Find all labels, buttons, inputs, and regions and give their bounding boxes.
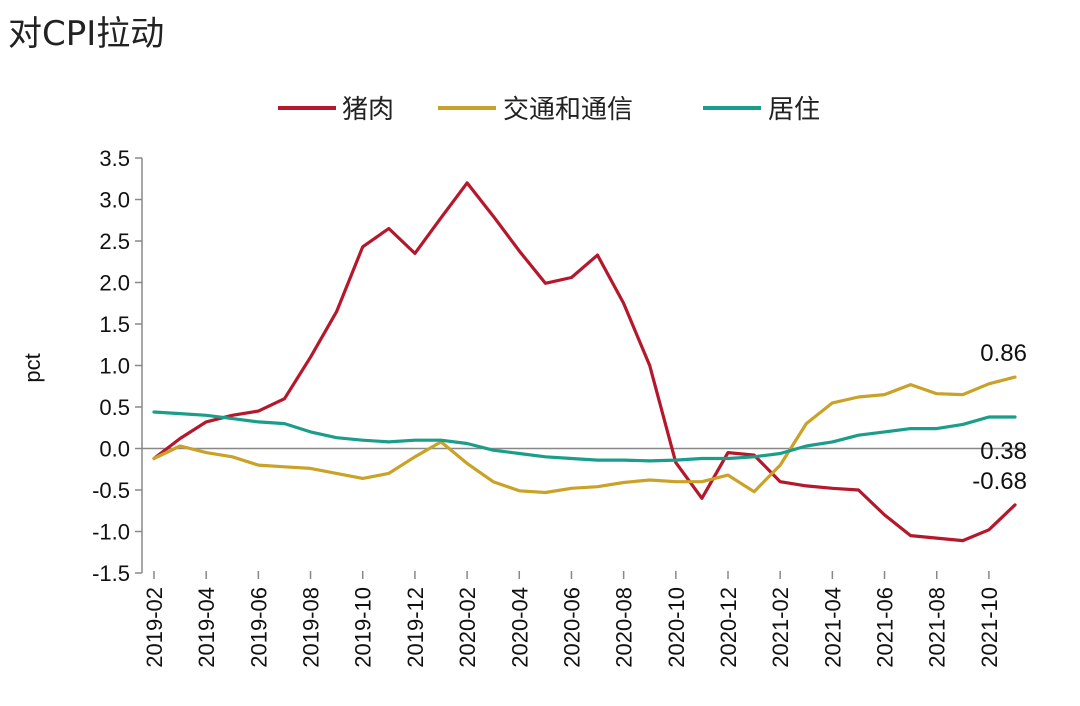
y-tick-label: 2.5	[99, 229, 130, 254]
x-tick-label: 2020-12	[716, 587, 741, 668]
y-tick-label: -1.5	[92, 561, 130, 586]
y-tick-label: 1.5	[99, 312, 130, 337]
series-line-1	[152, 375, 1017, 495]
x-tick-label: 2019-08	[299, 587, 324, 668]
x-tick-label: 2020-02	[455, 587, 480, 668]
x-tick-label: 2019-04	[194, 587, 219, 668]
x-tick-label: 2021-04	[820, 587, 845, 668]
legend-label-2: 居住	[768, 95, 820, 125]
x-axis: 2019-02 2019-04 2019-06 2019-08 2019-10 2019-…	[142, 447, 1022, 668]
end-label-0: 0.86	[980, 340, 1027, 367]
legend: 猪肉 交通和通信 居住	[278, 95, 820, 125]
series-lines	[152, 181, 1017, 543]
y-tick-label: -1.0	[92, 520, 130, 545]
legend-label-1: 交通和通信	[503, 95, 633, 125]
end-label-1: 0.38	[980, 438, 1027, 465]
series-line-2	[152, 410, 1017, 463]
x-tick-label: 2021-02	[768, 587, 793, 668]
y-tick-label: 3.5	[99, 146, 130, 171]
y-tick-label: 3.0	[99, 188, 130, 213]
y-tick-label: 0.5	[99, 395, 130, 420]
series-line-0	[152, 181, 1017, 543]
y-tick-label: 0.0	[99, 437, 130, 462]
x-tick-label: 2020-04	[507, 587, 532, 668]
y-tick-label: 1.0	[99, 354, 130, 379]
x-tick-label: 2019-02	[142, 587, 167, 668]
x-tick-label: 2020-08	[612, 587, 637, 668]
end-label-2: -0.68	[972, 468, 1027, 495]
x-tick-label: 2019-06	[246, 587, 271, 668]
x-tick-label: 2021-08	[925, 587, 950, 668]
y-axis: 3.5 3.0 2.5 2.0 1.5 1.0 0.5 0.0 -0.5 -1.0 -1.5	[92, 146, 143, 586]
x-tick-label: 2020-10	[664, 587, 689, 668]
x-tick-label: 2019-12	[403, 587, 428, 668]
x-tick-label: 2021-06	[873, 587, 898, 668]
end-value-labels: 0.86 0.38 -0.68	[972, 340, 1027, 495]
x-tick-label: 2020-06	[559, 587, 584, 668]
x-tick-label: 2019-10	[351, 587, 376, 668]
chart-title: 对CPI拉动	[8, 14, 165, 54]
x-tick-label: 2021-10	[977, 587, 1002, 668]
legend-label-0: 猪肉	[342, 95, 394, 125]
y-tick-label: -0.5	[92, 478, 130, 503]
y-tick-label: 2.0	[99, 271, 130, 296]
y-axis-label: pct	[20, 353, 45, 382]
